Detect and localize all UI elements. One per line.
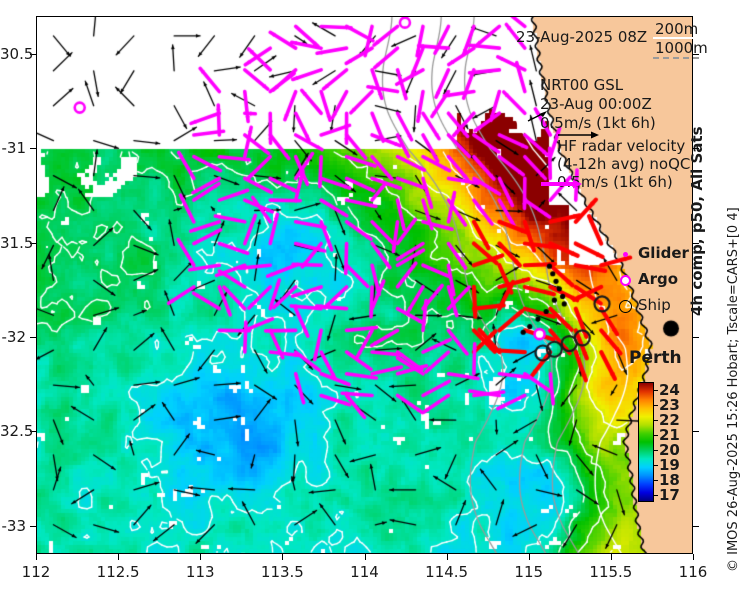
x-tick — [282, 554, 284, 560]
colorbar — [638, 382, 654, 502]
y-tick — [30, 336, 36, 338]
y-tick-right — [693, 431, 699, 433]
colorbar-tick — [654, 434, 658, 436]
colorbar-tick — [654, 479, 658, 481]
colorbar-tick — [654, 419, 658, 421]
colorbar-tick-label: 23 — [659, 395, 680, 414]
colorbar-tick-label: 20 — [659, 440, 680, 459]
nrt-scale-label: 0.5m/s (1kt 6h) — [540, 114, 656, 132]
y-tick-label: 32.5 — [0, 422, 34, 441]
y-tick — [30, 242, 36, 244]
depth-1000m-label: 1000m — [655, 39, 708, 57]
x-tick — [200, 554, 202, 560]
y-tick-label: -33 — [1, 516, 27, 535]
map-overlay — [37, 17, 692, 553]
colorbar-tick — [654, 389, 658, 391]
depth-200m-line — [653, 37, 699, 39]
colorbar-tick — [654, 449, 658, 451]
nrt-time-label: 23-Aug 00:00Z — [540, 95, 652, 113]
legend-row-glider: Glider — [612, 240, 689, 266]
x-tick-label: 112 — [21, 563, 51, 581]
credit-text: © IMOS 26-Aug-2025 15:26 Hobart; Tscale=… — [726, 207, 740, 572]
x-tick — [364, 554, 366, 560]
hf-radar-key-arrow-icon — [558, 131, 599, 139]
colorbar-tick-label: 24 — [659, 380, 680, 399]
x-tick-label: 114.5 — [425, 563, 469, 581]
y-tick-right — [693, 525, 699, 527]
y-tick-label: 30.5 — [0, 44, 34, 63]
y-tick — [30, 525, 36, 527]
x-tick-label: 115 — [514, 563, 544, 581]
y-tick-right — [693, 148, 699, 150]
y-tick — [30, 431, 36, 433]
legend-label-glider: Glider — [638, 244, 689, 262]
x-tick — [118, 554, 120, 560]
hf-radar-subtitle: (4-12h avg) noQC — [557, 155, 691, 173]
y-tick-right — [693, 242, 699, 244]
legend-label-ship: Ship — [638, 296, 671, 314]
hf-radar-title: HF radar velocity — [557, 137, 686, 155]
hf-radar-scale-label: 0.5m/s (1kt 6h) — [557, 173, 673, 191]
depth-200m-label: 200m — [655, 20, 699, 38]
depth-1000m-line — [653, 57, 699, 59]
colorbar-tick — [654, 494, 658, 496]
x-tick — [446, 554, 448, 560]
y-tick-right — [693, 336, 699, 338]
x-tick-label: 114 — [350, 563, 379, 581]
x-tick-label: 112.5 — [96, 563, 140, 581]
x-tick — [610, 554, 612, 560]
argo-circle-icon — [612, 270, 638, 289]
legend-row-ship: Ship — [612, 292, 689, 318]
colorbar-tick-label: 21 — [659, 425, 680, 444]
y-tick — [30, 148, 36, 150]
y-tick-label: -32 — [1, 327, 27, 346]
city-label-perth: Perth — [629, 348, 682, 368]
y-tick-label: -31 — [1, 139, 27, 158]
y-tick-right — [693, 53, 699, 55]
x-tick-label: 113 — [185, 563, 215, 581]
colorbar-tick-label: 18 — [659, 470, 680, 489]
x-tick-label: 116 — [678, 563, 708, 581]
colorbar-tick-label: 19 — [659, 455, 680, 474]
x-tick — [693, 554, 694, 560]
colorbar-tick — [654, 464, 658, 466]
y-tick-label: 31.5 — [0, 233, 34, 252]
geostrophic-scale-arrow-icon — [527, 111, 547, 122]
ship-circle-icon — [612, 296, 638, 315]
hf-radar-scale-arrow-icon — [541, 179, 582, 189]
map-plot-area[interactable] — [36, 16, 693, 554]
colorbar-tick-label: 17 — [659, 485, 680, 504]
nrt-gsl-label: NRT00 GSL — [540, 76, 624, 94]
x-tick-label: 115.5 — [589, 563, 633, 581]
date-label: 23-Aug-2025 08Z — [516, 28, 648, 46]
x-tick — [528, 554, 530, 560]
legend-label-argo: Argo — [638, 270, 679, 288]
legend-row-argo: Argo — [612, 266, 689, 292]
x-tick — [36, 554, 37, 560]
colorbar-tick-label: 22 — [659, 410, 680, 429]
glider-dot-icon — [612, 244, 638, 263]
colorbar-tick — [654, 404, 658, 406]
x-tick-label: 113.5 — [260, 563, 304, 581]
marker-legend: Glider Argo Ship — [612, 240, 689, 318]
y-tick — [30, 53, 36, 55]
colorbar-label: 4h comp, p50, All Sats — [688, 126, 706, 317]
